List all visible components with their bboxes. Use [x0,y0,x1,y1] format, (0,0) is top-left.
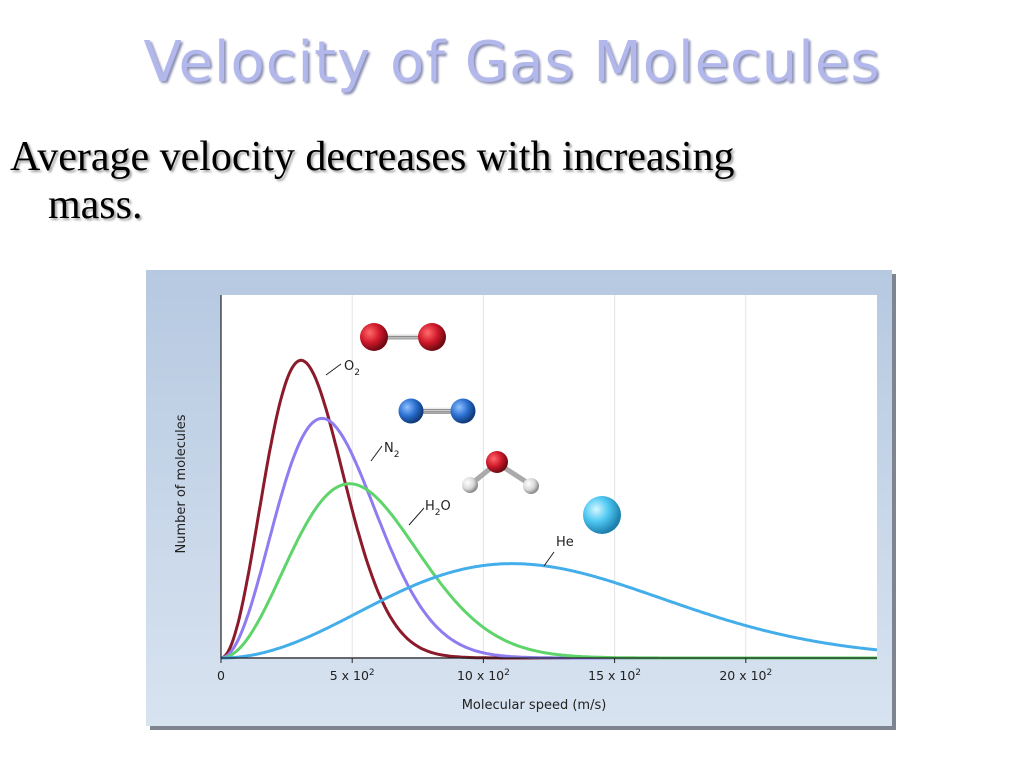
series-label-o2: O2 [344,359,360,378]
x-tick-label: 5 x 102 [330,668,375,683]
slide-title: Velocity of Gas Molecules [143,30,881,95]
o2-molecule-icon [360,323,446,351]
series-label-h2o: H2O [425,499,451,518]
bullet-line-1: Average velocity decreases with increasi… [10,134,735,180]
series-labels: O2 N2 H2O He [325,359,574,567]
gridlines [351,295,747,658]
h2o-molecule-icon [462,451,539,494]
speed-distribution-chart: 0 5 x 102 10 x 102 15 x 102 20 x 102 Molecul… [174,295,878,713]
x-tick-labels: 0 5 x 102 10 x 102 15 x 102 20 x 102 [217,658,772,683]
bullet-line-2: mass. [48,182,143,228]
he-atom-icon [583,496,621,534]
leader-line [325,363,342,376]
leader-line [370,445,383,462]
series-curve-he [221,562,878,660]
y-axis-label: Number of molecules [174,414,189,553]
series-label-he: He [556,535,574,550]
n2-molecule-icon [398,398,476,424]
bullet-text: Average velocity decreases with increasi… [10,133,910,229]
x-tick-label: 0 [217,668,225,683]
series-label-n2: N2 [384,441,399,460]
x-tick-label: 10 x 102 [457,668,510,683]
chart-figure: 0 5 x 102 10 x 102 15 x 102 20 x 102 Molecul… [146,270,892,726]
x-axis-label: Molecular speed (m/s) [462,698,607,713]
leader-line [408,507,425,526]
x-tick-label: 15 x 102 [588,668,641,683]
leader-line [543,551,555,567]
x-tick-label: 20 x 102 [719,668,772,683]
plot-area [221,295,877,657]
